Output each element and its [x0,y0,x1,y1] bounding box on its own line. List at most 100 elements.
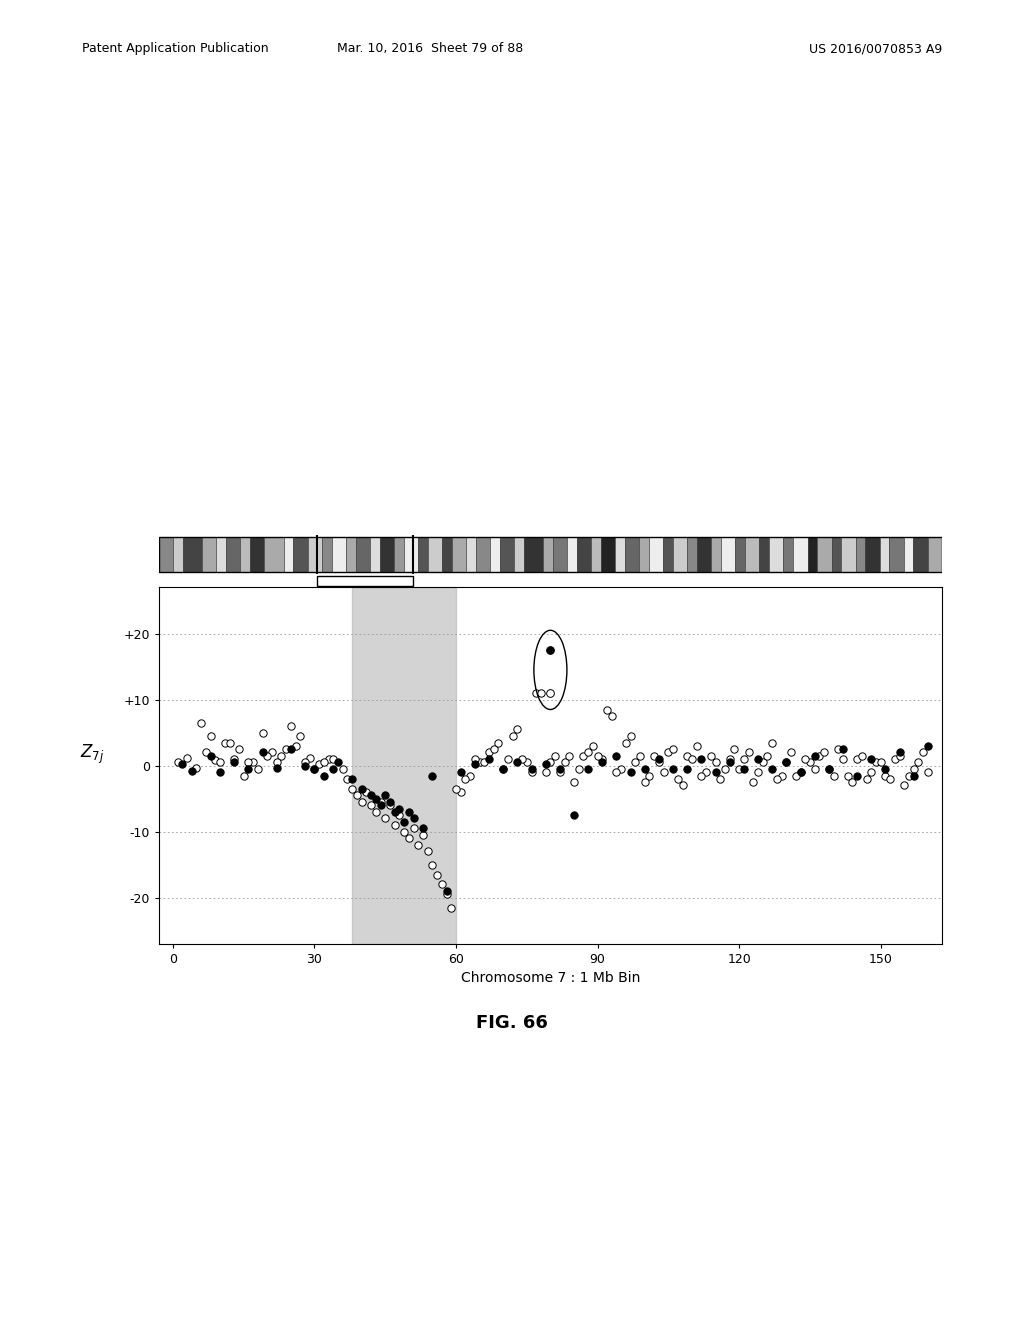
Point [268,758,285,779]
Bar [841,537,856,573]
Bar [615,537,625,573]
Point [321,748,337,770]
Point [878,758,894,779]
Bar [553,537,567,573]
Bar [639,537,649,573]
Point [575,744,592,766]
Bar [783,537,794,573]
Point [245,752,261,774]
Bar [284,537,293,573]
Point [241,752,257,774]
Point [226,752,243,774]
Point [179,747,196,768]
Point [830,739,847,760]
Bar [371,537,380,573]
Point [241,758,257,779]
Point [481,742,498,763]
Point [650,752,667,774]
Point [552,762,568,783]
Point [505,726,521,747]
Bar [202,537,216,573]
Bar [173,537,182,573]
Point [722,752,738,774]
Bar [442,537,452,573]
Point [769,768,785,789]
Point [608,762,625,783]
Point [712,768,728,789]
Bar [928,537,942,573]
Bar [317,576,414,586]
Point [335,758,351,779]
Bar [250,537,264,573]
Point [429,863,445,884]
Point [764,758,780,779]
Point [538,752,554,774]
Point [230,739,247,760]
Point [254,742,270,763]
Point [424,854,440,875]
Point [594,752,610,774]
Point [532,682,549,704]
Point [920,762,936,783]
Point [349,784,366,805]
Point [816,742,833,763]
Bar [394,537,403,573]
Point [731,758,748,779]
Bar [317,529,414,581]
Point [750,762,766,783]
Point [735,758,752,779]
Point [212,752,228,774]
Bar [307,537,323,573]
Point [400,801,417,822]
Bar [500,537,514,573]
Point [552,758,568,779]
Point [740,742,757,763]
Point [650,748,667,770]
Point [368,788,384,809]
Point [632,744,648,766]
Y-axis label: $Z_{7j}$: $Z_{7j}$ [81,742,104,766]
Point [326,758,342,779]
Point [306,758,323,779]
Point [368,801,384,822]
Bar [673,537,687,573]
Point [415,817,431,840]
Bar [567,537,577,573]
Point [684,748,700,770]
Point [410,834,426,855]
Bar [808,537,817,573]
Point [797,748,813,770]
Point [566,771,583,792]
Point [750,748,766,770]
Point [509,718,525,739]
Point [543,752,559,774]
Point [315,766,332,787]
Point [660,742,677,763]
Point [377,784,393,805]
Point [543,640,559,661]
Bar [591,537,601,573]
Bar [466,537,476,573]
Point [623,762,639,783]
Point [608,744,625,766]
Point [514,748,530,770]
Point [773,766,790,787]
Point [872,752,889,774]
Point [688,735,705,756]
Point [759,744,775,766]
Point [849,766,865,787]
Point [910,752,927,774]
Point [344,768,360,789]
Point [745,771,762,792]
Point [358,781,375,803]
Point [283,739,299,760]
Point [708,762,724,783]
Point [896,775,912,796]
Point [311,752,328,774]
Bar [452,537,466,573]
Point [438,884,455,906]
Point [863,762,880,783]
Point [892,742,908,763]
Point [920,735,936,756]
Point [509,752,525,774]
